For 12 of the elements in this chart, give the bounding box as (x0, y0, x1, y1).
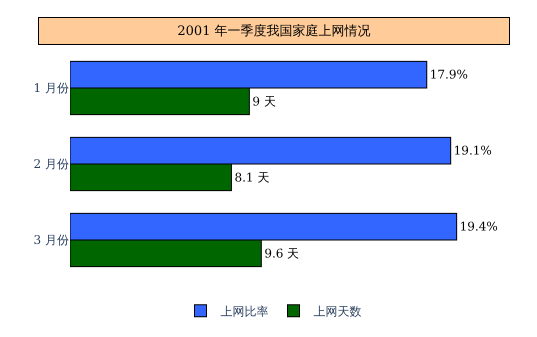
y-tick-label: 2 月份 (34, 157, 69, 172)
data-label: 9.6 天 (264, 246, 300, 260)
legend-label: 上网比率 (220, 304, 268, 318)
legend-label: 上网天数 (314, 304, 362, 318)
y-tick-label: 1 月份 (34, 81, 69, 96)
y-tick-label: 3 月份 (34, 233, 69, 248)
chart-title: 2001 年一季度我国家庭上网情况 (177, 23, 371, 39)
data-label: 19.4% (460, 220, 498, 234)
data-label: 19.1% (454, 144, 492, 158)
data-label: 9 天 (252, 94, 276, 108)
data-label: 17.9% (430, 68, 468, 82)
data-label: 8.1 天 (234, 170, 270, 184)
